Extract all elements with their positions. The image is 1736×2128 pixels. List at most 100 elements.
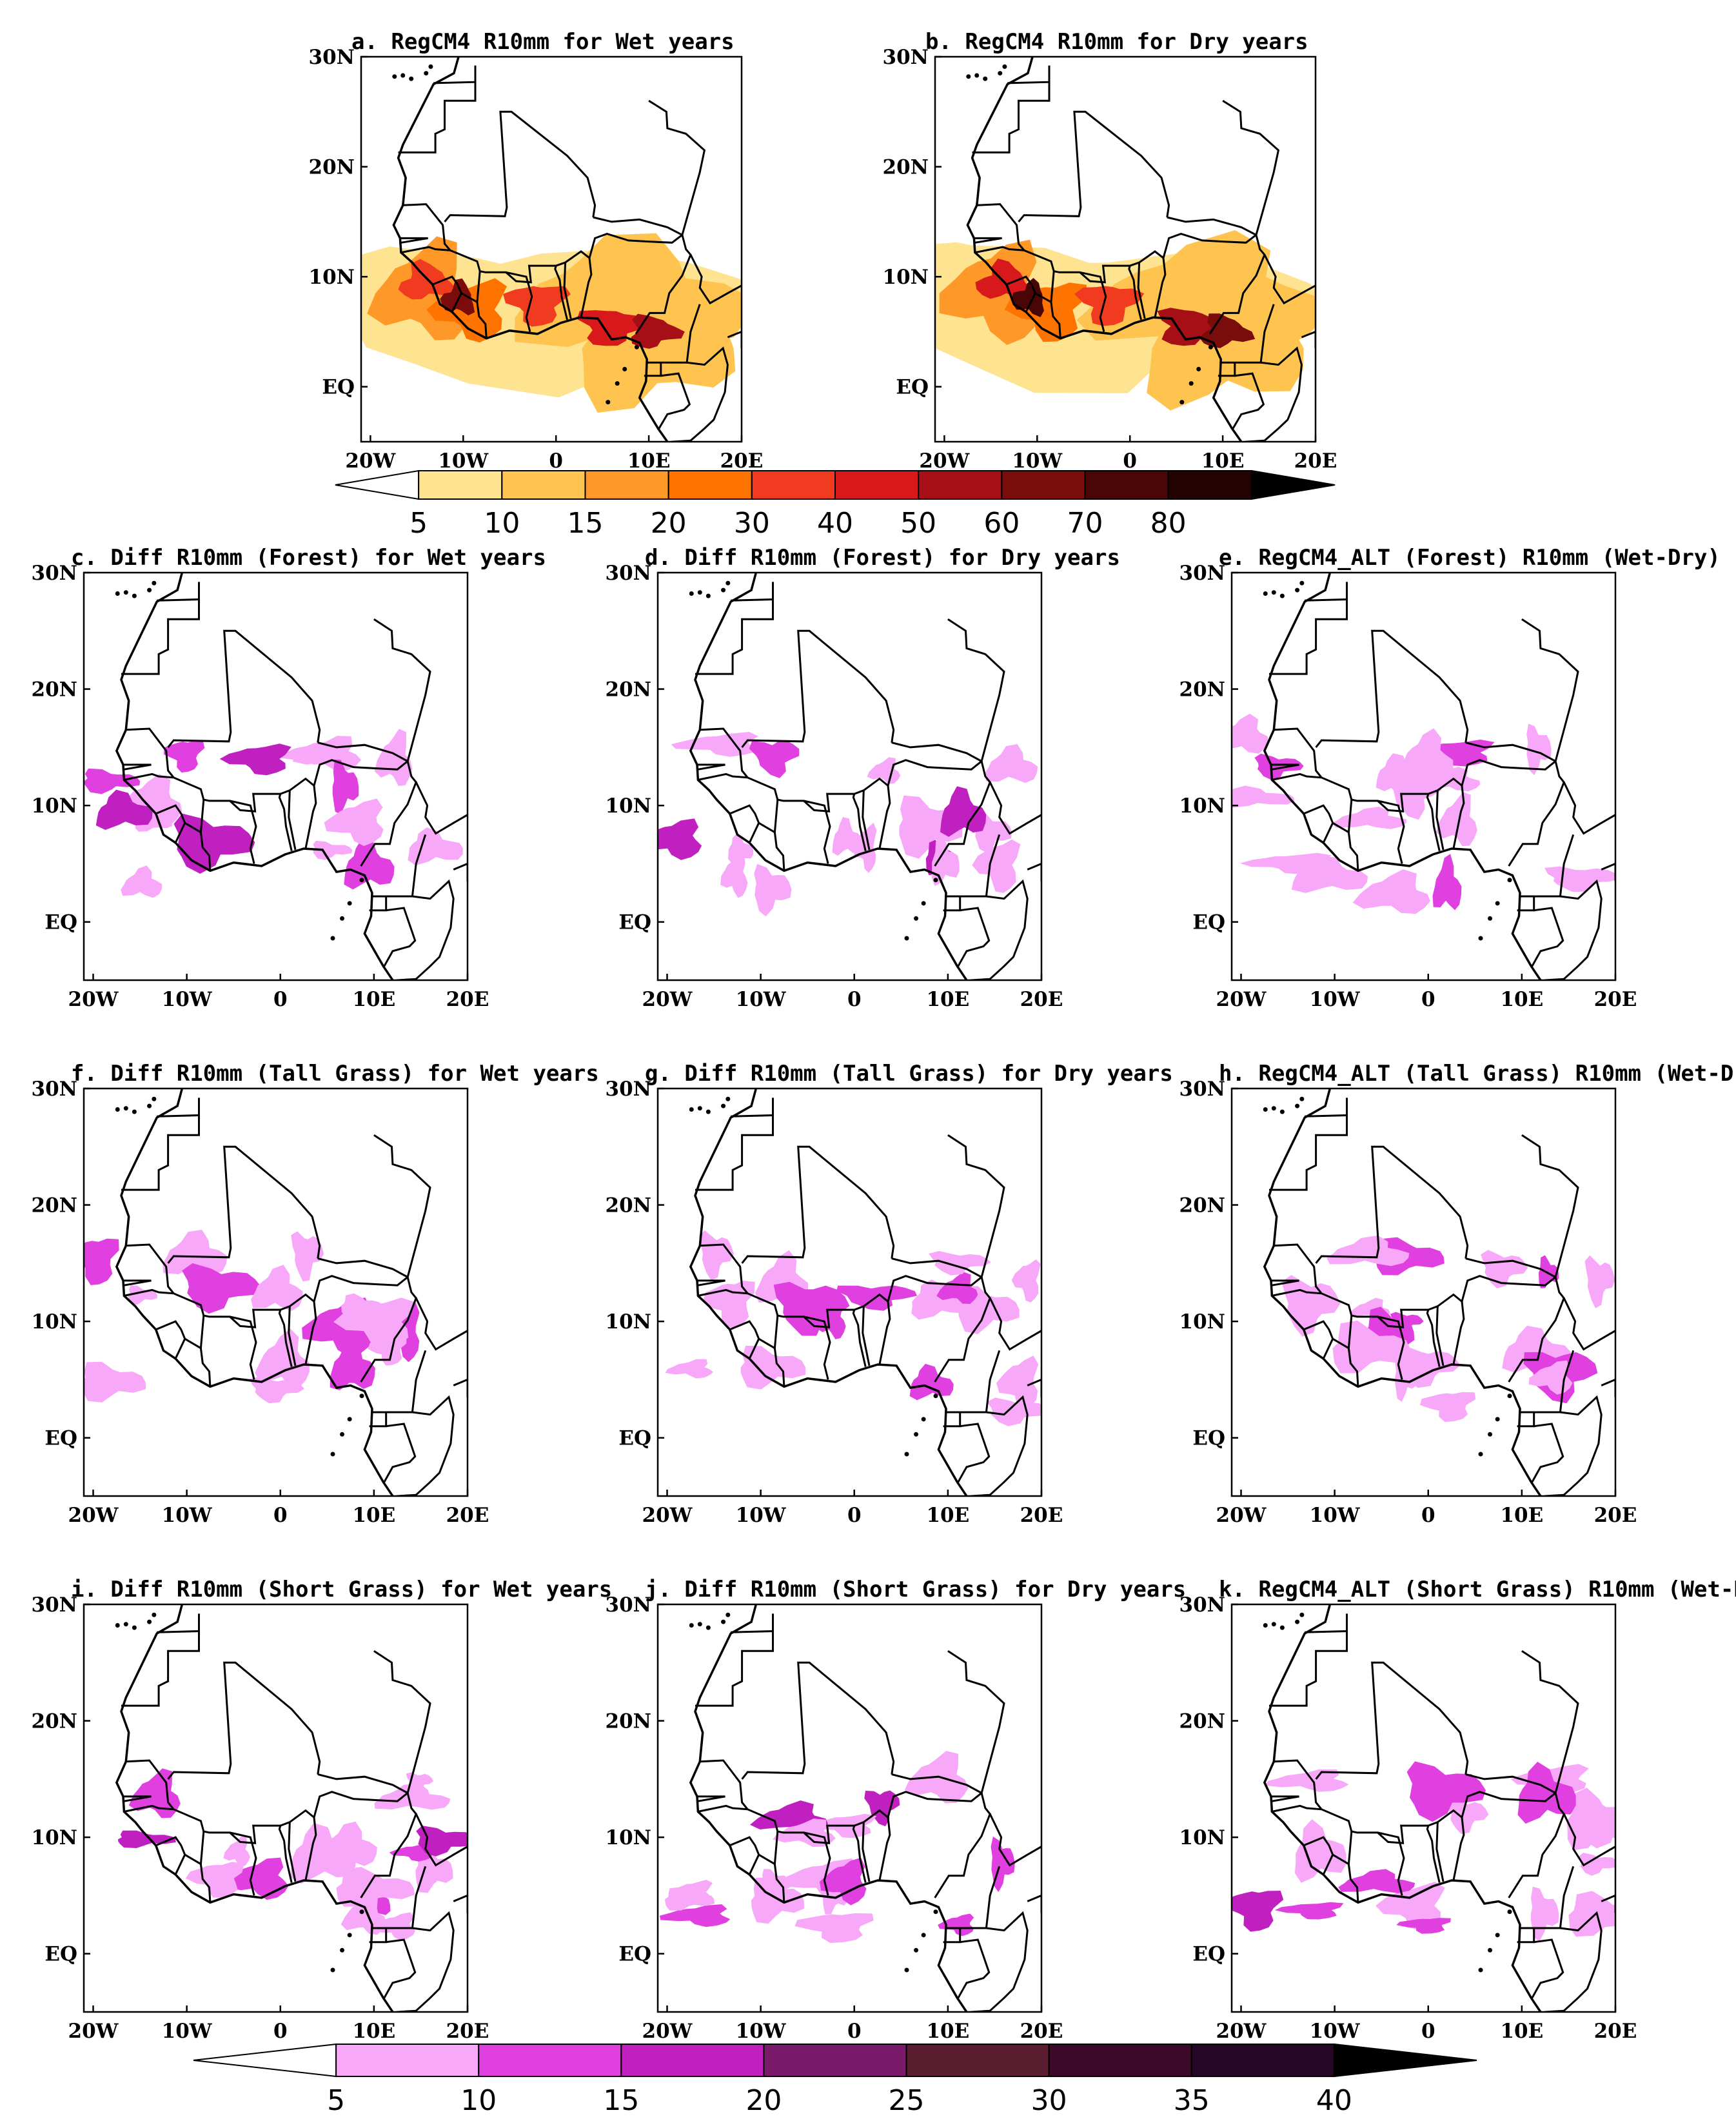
lon-tick-label: 10E: [352, 988, 395, 1011]
map-frame: [83, 1603, 469, 2013]
colorbar-swatch: [667, 470, 753, 500]
lon-tick-label: 10W: [162, 1504, 213, 1527]
lat-tick-label: 20N: [883, 156, 929, 179]
island: [697, 1106, 702, 1111]
colorbar-over-arrow: [1250, 469, 1336, 500]
map-frame: [360, 55, 743, 443]
country-border: [1332, 1337, 1359, 1387]
country-border: [400, 237, 428, 244]
country-border: [184, 822, 212, 871]
country-border: [1426, 793, 1441, 851]
colorbar-total: 5 10 15 20 30 40 50 60 70 80: [335, 469, 1336, 540]
lat-tick-label: 20N: [606, 678, 651, 702]
country-border: [398, 82, 477, 153]
map-area-i: [84, 1604, 468, 2012]
colorbar-label: 10: [460, 2084, 497, 2117]
country-border: [862, 1822, 871, 1882]
shading-k-13: [1517, 1762, 1576, 1824]
coastline: [1263, 573, 1542, 980]
island: [1271, 1622, 1276, 1627]
lat-tick-label: 10N: [606, 794, 651, 818]
shading-g-4: [936, 1272, 978, 1305]
country-border: [989, 1297, 1041, 1351]
island: [1478, 1967, 1483, 1973]
lat-tick-label: 10N: [883, 266, 929, 289]
island: [725, 1612, 731, 1617]
island: [921, 1933, 926, 1938]
country-border: [230, 1315, 257, 1380]
lat-tick-label: 20N: [606, 1710, 651, 1733]
lon-tick-label: 0: [1421, 988, 1435, 1011]
lon-tick-label: 10W: [1310, 988, 1361, 1011]
island: [147, 1619, 152, 1624]
shading-d-10: [867, 757, 901, 784]
lon-tick-label: 10E: [926, 2020, 969, 2043]
country-border: [415, 1297, 468, 1351]
country-border: [121, 1115, 200, 1191]
colorbar-label: 15: [603, 2084, 639, 2117]
island: [347, 1933, 352, 1938]
lat-tick-label: EQ: [1192, 1427, 1225, 1450]
shading-h-8: [1420, 1392, 1476, 1423]
island: [933, 1394, 938, 1399]
shading-c-6: [281, 742, 332, 765]
country-border: [1269, 1115, 1348, 1191]
shading-h-9: [1538, 1255, 1559, 1288]
country-border: [123, 764, 152, 771]
island: [132, 1625, 137, 1630]
country-border: [1272, 1288, 1465, 1365]
shading-i-0: [223, 1837, 250, 1867]
country-border: [1563, 1297, 1615, 1351]
country-border: [199, 1315, 205, 1348]
island: [1263, 1623, 1268, 1628]
colorbar-swatch: [751, 470, 836, 500]
country-border: [288, 1306, 297, 1366]
shading-g-11: [987, 1397, 1041, 1426]
lat-tick-label: 20N: [606, 1194, 651, 1217]
country-border: [974, 237, 1002, 244]
colorbar-label: 10: [484, 507, 520, 540]
lon-tick-label: 20W: [642, 988, 693, 1011]
shading-k-2: [1232, 1891, 1284, 1932]
map-frame: [1230, 571, 1617, 981]
shading-j-15: [751, 1877, 805, 1924]
lon-tick-label: 20W: [68, 2020, 119, 2043]
island: [615, 381, 620, 386]
lon-tick-label: 20W: [68, 1504, 119, 1527]
shading-g-3: [740, 1345, 806, 1390]
panel-i: i. Diff R10mm (Short Grass) for Wet year…: [32, 1577, 613, 2043]
panel-title: d. Diff R10mm (Forest) for Dry years: [645, 545, 1120, 571]
country-border: [1601, 1894, 1615, 1913]
lon-tick-label: 0: [273, 988, 288, 1011]
island: [359, 1394, 364, 1399]
coastline: [392, 57, 669, 442]
lat-tick-label: 30N: [1179, 1593, 1225, 1617]
colorbar-swatch: [1167, 470, 1252, 500]
island: [123, 1106, 128, 1111]
colorbar-under-arrow: [193, 2043, 337, 2078]
shading-c-10: [313, 840, 353, 860]
island: [359, 1909, 364, 1915]
lon-tick-label: 0: [847, 2020, 862, 2043]
country-border: [1006, 275, 1037, 313]
island: [1478, 936, 1483, 941]
shading-f-6: [84, 1361, 146, 1403]
panel-title: g. Diff R10mm (Tall Grass) for Dry years: [645, 1061, 1173, 1087]
country-border: [1080, 271, 1107, 332]
lat-tick-label: 20N: [1179, 1710, 1225, 1733]
country-border: [1315, 1661, 1469, 1780]
shading-g-6: [996, 1355, 1039, 1411]
island: [634, 344, 639, 350]
lat-tick-label: 30N: [606, 562, 651, 585]
shading-c-13: [95, 789, 153, 830]
island: [914, 1947, 919, 1953]
shading-d-4: [985, 744, 1038, 783]
country-border: [126, 1243, 175, 1294]
shading-h-14: [1327, 1235, 1410, 1266]
island: [1196, 366, 1201, 371]
colorbar-label: 80: [1150, 507, 1187, 540]
island: [914, 916, 919, 921]
country-border: [1377, 800, 1405, 864]
island: [392, 74, 397, 79]
colorbar-label: 20: [745, 2084, 782, 2117]
